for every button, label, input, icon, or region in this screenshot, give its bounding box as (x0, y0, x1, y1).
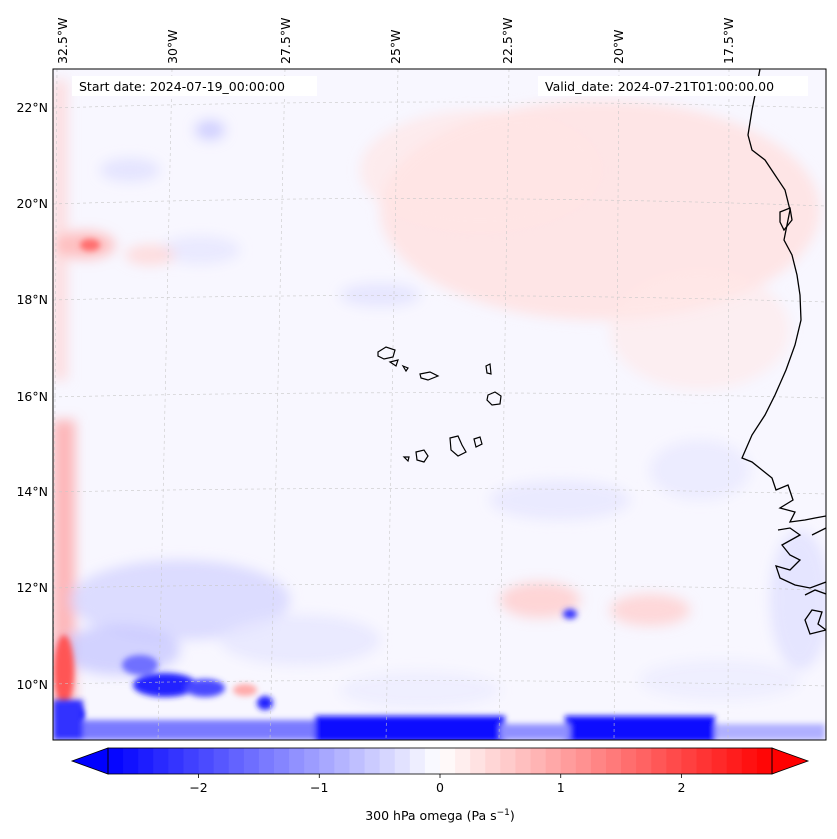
colorbar-segment (213, 748, 230, 774)
colorbar-extend-high (771, 747, 810, 775)
colorbar-tick-label: −1 (310, 780, 328, 795)
lon-tick-label: 27.5°W (278, 18, 293, 64)
colorbar-tick-label: −2 (189, 780, 207, 795)
lat-tick-label: 18°N (16, 292, 48, 307)
valid-date-label: Valid_date: 2024-07-21T01:00:00.00 (545, 79, 774, 94)
colorbar-segment (183, 748, 200, 774)
colorbar-segment (651, 748, 667, 774)
colorbar-segment (590, 748, 607, 774)
colorbar-segments (108, 748, 773, 774)
colorbar-tick-label: 1 (557, 780, 565, 795)
colorbar-segment (756, 748, 773, 774)
colorbar-segment (258, 748, 275, 774)
colorbar-segment (304, 748, 320, 774)
colorbar-segment (515, 748, 532, 774)
colorbar-segment (198, 748, 215, 774)
lat-tick-label: 12°N (16, 580, 48, 595)
colorbar-segment (545, 748, 562, 774)
colorbar-segment (440, 748, 456, 774)
colorbar-segment (485, 748, 501, 774)
lat-tick-label: 16°N (16, 389, 48, 404)
colorbar-segment (168, 748, 185, 774)
colorbar-segment (711, 748, 728, 774)
colorbar-title: 300 hPa omega (Pa s−1) (365, 808, 515, 823)
colorbar-segment (606, 748, 622, 774)
lon-tick-label: 32.5°W (55, 18, 70, 64)
colorbar-segment (575, 748, 592, 774)
lat-tick-label: 20°N (16, 196, 48, 211)
start-date-box (72, 76, 317, 96)
colorbar-segment (696, 748, 713, 774)
colorbar-segment (726, 748, 743, 774)
lon-tick-label: 22.5°W (500, 18, 515, 64)
lat-tick-label: 10°N (16, 677, 48, 692)
lat-tick-labels: 22°N 20°N 18°N 16°N 14°N 12°N 10°N (16, 100, 48, 692)
colorbar-segment (409, 748, 426, 774)
colorbar-tick-label: 2 (677, 780, 685, 795)
colorbar-segment (243, 748, 260, 774)
colorbar-segment (636, 748, 652, 774)
lon-tick-label: 30°W (165, 29, 180, 64)
valid-date-box (538, 76, 808, 96)
colorbar-extend-low (70, 747, 109, 775)
colorbar-segment (500, 748, 517, 774)
colorbar: −2 −1 0 1 2 300 hPa omega (Pa s−1) (70, 747, 810, 823)
colorbar-segment (530, 748, 547, 774)
colorbar-segment (394, 748, 411, 774)
omega-field (53, 69, 826, 740)
colorbar-segment (274, 748, 290, 774)
lon-tick-label: 20°W (611, 29, 626, 64)
start-date-label: Start date: 2024-07-19_00:00:00 (79, 79, 285, 94)
colorbar-segment (379, 748, 396, 774)
colorbar-segment (621, 748, 637, 774)
colorbar-segment (681, 748, 698, 774)
colorbar-segment (349, 748, 366, 774)
colorbar-segment (741, 748, 758, 774)
graticule (53, 69, 826, 740)
colorbar-segment (364, 748, 381, 774)
colorbar-segment (289, 748, 305, 774)
map-frame (52, 68, 827, 741)
lon-tick-label: 17.5°W (721, 18, 736, 64)
colorbar-tick-label: 0 (436, 780, 444, 795)
colorbar-segment (334, 748, 351, 774)
cape-verde-islands (377, 346, 502, 463)
lat-tick-label: 14°N (16, 484, 48, 499)
lon-tick-label: 25°W (388, 29, 403, 64)
colorbar-segment (153, 748, 169, 774)
colorbar-segment (228, 748, 245, 774)
colorbar-segment (470, 748, 486, 774)
colorbar-segment (455, 748, 471, 774)
colorbar-ticks: −2 −1 0 1 2 (189, 774, 685, 795)
colorbar-segment (560, 748, 577, 774)
colorbar-segment (123, 748, 139, 774)
coastline (741, 69, 826, 635)
colorbar-segment (666, 748, 683, 774)
lat-tick-label: 22°N (16, 100, 48, 115)
colorbar-segment (138, 748, 154, 774)
colorbar-segment (108, 748, 124, 774)
colorbar-segment (424, 748, 441, 774)
colorbar-segment (319, 748, 335, 774)
lon-tick-labels: 32.5°W 30°W 27.5°W 25°W 22.5°W 20°W 17.5… (55, 18, 736, 64)
